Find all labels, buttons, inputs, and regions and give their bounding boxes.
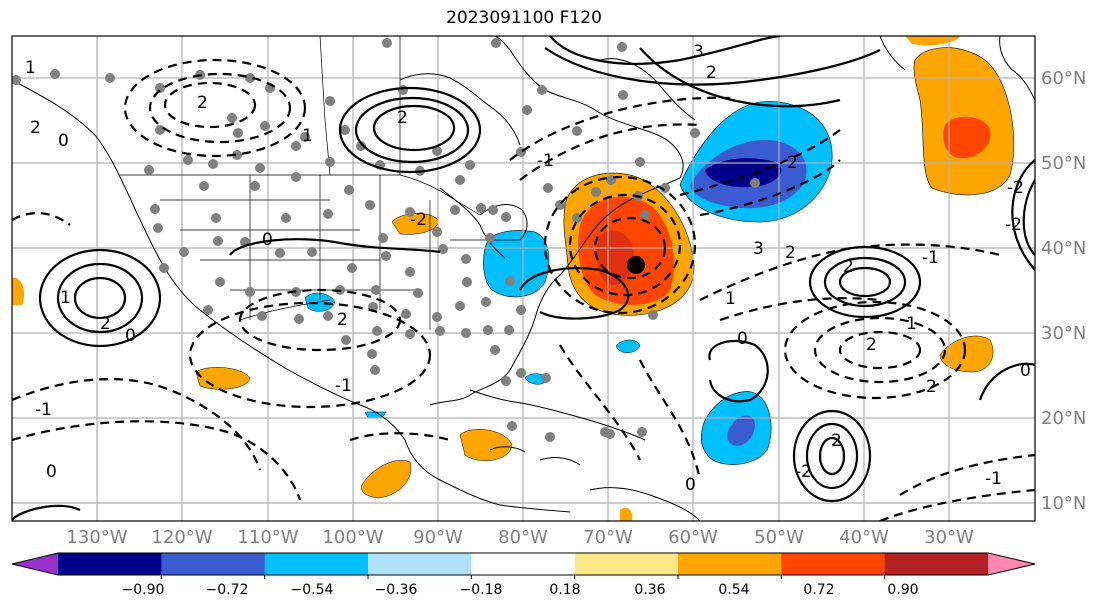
- colorbar-tick-label: 0.36: [634, 582, 666, 598]
- colorbar-outline: [11, 552, 1036, 576]
- lon-label-100w: 100°W: [322, 527, 383, 548]
- lat-label-40n: 40°N: [1041, 238, 1086, 259]
- lon-label-120w: 120°W: [151, 527, 212, 548]
- contour-label: 1: [302, 126, 313, 146]
- contour-label: 0: [58, 131, 69, 151]
- lon-label-130w: 130°W: [66, 527, 127, 548]
- positive-anomaly-small-7: [620, 507, 633, 521]
- contours-negative: [12, 58, 1035, 521]
- contour-label: -1: [985, 469, 1002, 489]
- negative-anomaly-small-1: [304, 292, 336, 312]
- plot-frame: [11, 35, 1036, 522]
- contour-label: -1: [35, 400, 52, 420]
- contour-label: 2: [197, 93, 208, 113]
- contour-labels: 3 2 2 2 2 0 0 1 2 0 -1 -1 3 2 2 2 2 2 1 …: [25, 42, 1031, 495]
- contour-label: -1: [537, 151, 554, 171]
- contour-label: 2: [337, 310, 348, 330]
- colorbar-tick-label: −0.36: [374, 582, 418, 598]
- lat-label-60n: 60°N: [1041, 68, 1086, 89]
- contour-label: 2: [831, 431, 842, 451]
- lon-label-60w: 60°W: [668, 527, 718, 548]
- contour-label: 2: [866, 335, 877, 355]
- positive-anomaly-small-6: [12, 277, 25, 305]
- lat-label-10n: 10°N: [1041, 493, 1086, 514]
- contour-label: 2: [787, 153, 798, 173]
- negative-anomaly-labrador-core: [705, 158, 782, 188]
- contour-label: -1: [335, 376, 352, 396]
- negative-anomaly-small-2: [615, 339, 641, 353]
- contour-label: 1: [725, 289, 736, 309]
- contour-label: 3: [753, 239, 764, 259]
- positive-anomaly-small-5: [361, 460, 412, 499]
- colorbar-segment: [574, 553, 679, 575]
- colorbar-extend-low: [12, 553, 58, 575]
- colorbar: [11, 552, 1036, 579]
- longitude-labels: 130°W 120°W 110°W 100°W 90°W 80°W 70°W 6…: [66, 527, 974, 548]
- colorbar-segment: [781, 553, 886, 575]
- lon-label-40w: 40°W: [839, 527, 889, 548]
- colorbar-extend-high: [988, 553, 1035, 575]
- contour-label: -2: [795, 462, 812, 482]
- lat-label-30n: 30°N: [1041, 323, 1086, 344]
- lat-label-20n: 20°N: [1041, 408, 1086, 429]
- contour-label: -1: [922, 248, 939, 268]
- latitude-labels: 60°N 50°N 40°N 30°N 20°N 10°N: [1041, 68, 1086, 514]
- contour-label: 1: [60, 288, 71, 308]
- contour-label: 2: [926, 377, 937, 397]
- positive-anomaly-small-1: [939, 335, 994, 373]
- contour-label: 2: [706, 63, 717, 83]
- positive-anomaly-east-core: [943, 116, 991, 159]
- positive-anomaly-small-4: [459, 429, 513, 461]
- storm-center-marker: [627, 256, 645, 274]
- contour-label: 1: [25, 58, 36, 78]
- colorbar-tick-label: 0.72: [803, 582, 835, 598]
- contour-label: 2: [100, 314, 111, 334]
- lon-label-30w: 30°W: [924, 527, 974, 548]
- contour-label: 2: [843, 257, 854, 277]
- colorbar-segment: [884, 553, 989, 575]
- contour-label: -2: [1007, 178, 1024, 198]
- station-dots: [12, 38, 760, 442]
- lon-label-90w: 90°W: [413, 527, 463, 548]
- positive-anomaly-top: [905, 36, 960, 46]
- colorbar-segment: [471, 553, 576, 575]
- coastlines: [12, 36, 1035, 521]
- colorbar-tick-label: −0.72: [205, 582, 249, 598]
- contour-label: -2: [1005, 215, 1022, 235]
- lon-label-70w: 70°W: [583, 527, 633, 548]
- contour-label: 1: [906, 314, 917, 334]
- colorbar-tick-label: −0.90: [121, 582, 165, 598]
- lon-label-80w: 80°W: [498, 527, 548, 548]
- colorbar-tick-label: 0.90: [887, 582, 919, 598]
- negative-anomaly-tropical-core: [727, 415, 755, 446]
- contour-label: 2: [785, 243, 796, 263]
- contour-label: 0: [46, 462, 57, 482]
- colorbar-segment: [368, 553, 472, 575]
- contours-positive: [12, 36, 1035, 521]
- contour-label: 0: [737, 329, 748, 349]
- colorbar-tick-label: 0.18: [549, 582, 581, 598]
- lon-label-110w: 110°W: [237, 527, 298, 548]
- colorbar-tick-label: −0.18: [459, 582, 503, 598]
- colorbar-segment: [678, 553, 782, 575]
- contour-label: 2: [397, 108, 408, 128]
- contour-label: 0: [125, 326, 136, 346]
- contour-label: 0: [262, 230, 273, 250]
- lon-label-50w: 50°W: [754, 527, 804, 548]
- contour-label: 0: [685, 475, 696, 495]
- lat-label-50n: 50°N: [1041, 153, 1086, 174]
- map-title: 2023091100 F120: [446, 8, 602, 28]
- colorbar-segment: [161, 553, 266, 575]
- colorbar-segment: [264, 553, 369, 575]
- colorbar-tick-label: −0.54: [290, 582, 334, 598]
- negative-anomaly-coast: [483, 230, 550, 298]
- contour-label: -2: [410, 210, 427, 230]
- contour-label: 2: [30, 118, 41, 138]
- contour-label: 3: [693, 42, 704, 62]
- colorbar-segment: [58, 553, 162, 575]
- political-boundaries: [120, 36, 520, 330]
- contour-label: 0: [1020, 361, 1031, 381]
- colorbar-tick-label: 0.54: [718, 582, 750, 598]
